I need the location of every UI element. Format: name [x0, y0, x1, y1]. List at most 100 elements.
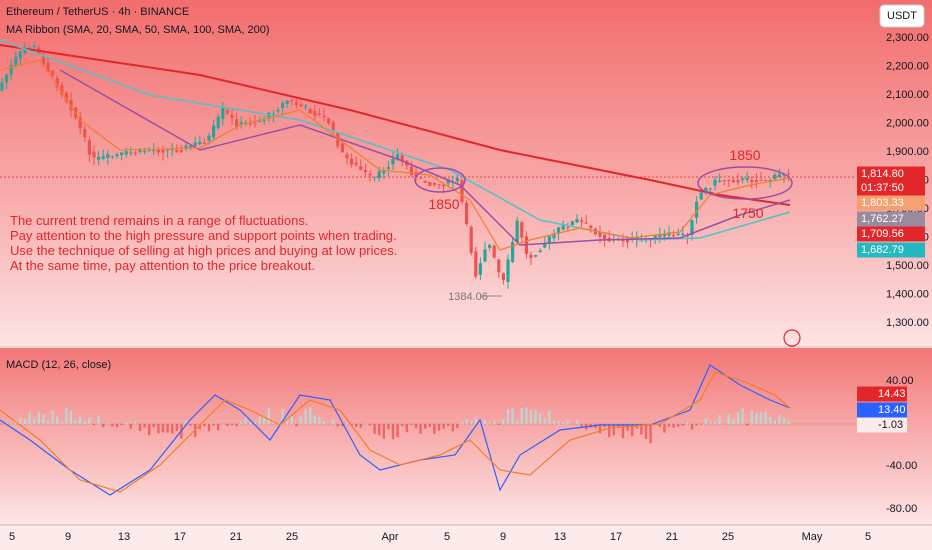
candle-body: [538, 250, 542, 253]
candle-body: [156, 150, 160, 153]
hist-bar: [212, 424, 215, 426]
hist-bar: [598, 424, 602, 434]
time-axis-label: 13: [554, 531, 566, 543]
hist-bar: [33, 419, 36, 424]
candle-body: [258, 120, 262, 122]
macd-axis-label: -80.00: [886, 503, 917, 515]
candle-body: [41, 55, 45, 66]
candle-body: [373, 176, 377, 178]
candle-body: [345, 154, 349, 159]
hist-bar: [115, 424, 119, 428]
hist-bar: [608, 424, 611, 438]
candle-body: [469, 226, 473, 253]
hist-bar: [65, 407, 68, 424]
price-axis-label: 2,300.00: [886, 32, 929, 44]
hist-bar: [28, 411, 31, 424]
price-axis-label: 2,200.00: [886, 60, 929, 72]
candle-body: [225, 110, 229, 114]
hist-bar: [60, 421, 63, 424]
candle-body: [561, 225, 565, 230]
candle-body: [736, 180, 740, 183]
hist-bar: [667, 424, 671, 427]
ma50: [59, 69, 791, 246]
hist-bar: [166, 424, 169, 433]
ma20: [0, 59, 791, 251]
hist-bar: [359, 424, 362, 428]
candle-body: [5, 74, 9, 83]
currency-button[interactable]: [879, 4, 925, 28]
candle-body: [304, 106, 308, 108]
candle-body: [230, 114, 234, 118]
hist-bar: [106, 423, 109, 424]
hist-bar: [755, 412, 758, 424]
candle-body: [455, 178, 459, 182]
candle-body: [511, 242, 515, 263]
candle-body: [69, 99, 73, 111]
candle-body: [350, 158, 354, 165]
hist-bar: [488, 423, 491, 424]
candle-body: [750, 180, 754, 183]
macd-tag-label: -1.03: [878, 419, 903, 431]
candle-body: [253, 122, 257, 124]
candle-body: [46, 62, 50, 73]
time-axis-label: 9: [65, 531, 71, 543]
candle-body: [161, 150, 165, 153]
price-tag: [857, 180, 925, 196]
hist-bar: [741, 408, 744, 424]
hist-bar: [396, 424, 399, 438]
hist-bar: [433, 424, 436, 434]
hist-bar: [539, 413, 542, 424]
alert-icon[interactable]: [783, 329, 801, 347]
hist-bar: [778, 414, 781, 424]
hist-bar: [249, 422, 252, 424]
candle-body: [14, 56, 18, 67]
macd-tag-label: 14.43: [878, 388, 906, 400]
time-axis-label: 5: [9, 531, 15, 543]
price-axis-label: 1,500.00: [886, 260, 929, 272]
hist-bar: [677, 424, 680, 427]
hist-bar: [189, 424, 192, 426]
hist-bar: [460, 421, 464, 424]
candle-body: [32, 45, 36, 48]
price-tag: [857, 242, 925, 258]
price-axis-label: 1,900.00: [886, 146, 929, 158]
candle-body: [501, 273, 505, 280]
candle-body: [317, 113, 321, 115]
hist-bar: [787, 420, 790, 424]
hist-bar: [368, 424, 372, 426]
candle-body: [216, 116, 220, 129]
hist-bar: [617, 424, 620, 428]
candle-body: [589, 225, 593, 229]
candle-body: [745, 177, 749, 180]
hist-bar: [240, 421, 243, 424]
hist-bar: [442, 424, 445, 429]
hist-bar: [727, 413, 730, 424]
candle-body: [152, 149, 156, 151]
hist-bar: [143, 424, 146, 428]
hist-bar: [497, 424, 500, 425]
currency-label[interactable]: USDT: [887, 10, 917, 22]
hist-bar: [732, 419, 735, 424]
hist-bar: [520, 408, 523, 424]
candle-body: [359, 166, 363, 170]
candle-body: [248, 123, 252, 125]
candle-body: [465, 202, 469, 224]
candle-body: [428, 181, 432, 187]
candle-body: [534, 254, 538, 257]
hist-bar: [171, 424, 174, 434]
hist-bar: [56, 415, 59, 424]
hist-bar: [281, 408, 284, 424]
candle-body: [285, 100, 289, 105]
candle-body: [529, 254, 533, 259]
hist-bar: [672, 424, 675, 428]
signal-line: [0, 371, 791, 493]
hist-bar: [267, 408, 270, 424]
candle-body: [354, 162, 358, 165]
hist-bar: [502, 418, 505, 424]
hist-bar: [704, 418, 707, 424]
candle-body: [83, 128, 87, 138]
hist-bar: [516, 420, 519, 424]
time-axis-label: 17: [610, 531, 622, 543]
hist-bar: [332, 419, 335, 424]
hist-bar: [120, 424, 123, 425]
